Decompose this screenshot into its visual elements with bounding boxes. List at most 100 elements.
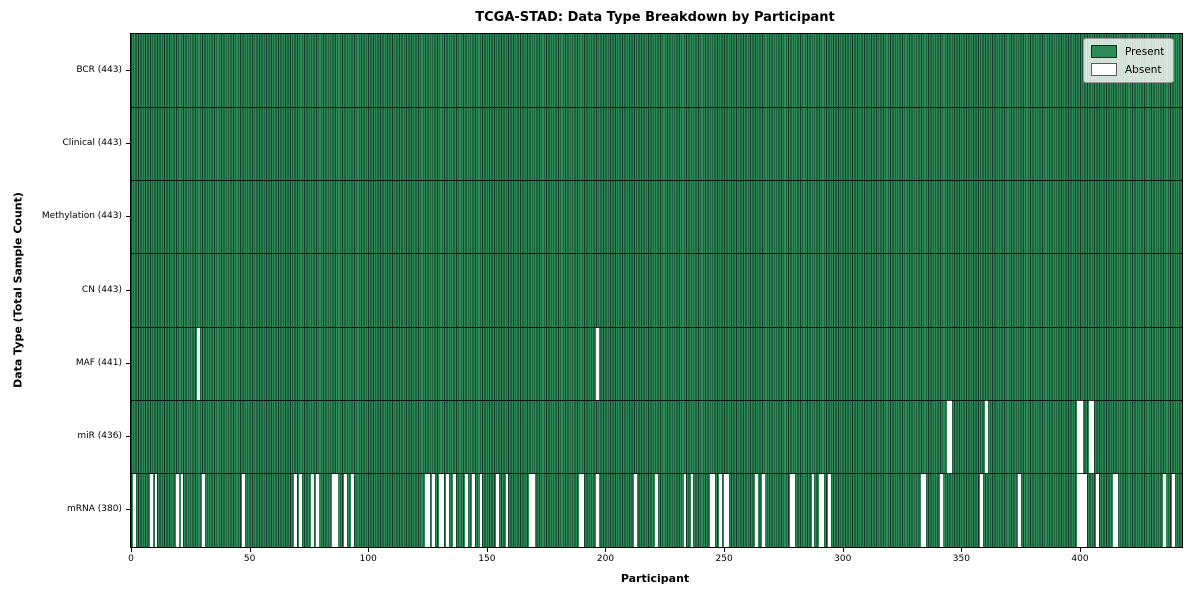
row-separator bbox=[131, 326, 1182, 328]
heatmap-row-clinical bbox=[131, 107, 1182, 180]
x-tick-mark bbox=[1079, 548, 1081, 552]
absent-mark bbox=[1091, 400, 1095, 474]
y-tick-label: BCR (443) bbox=[76, 64, 122, 75]
absent-mark bbox=[465, 473, 469, 547]
y-tick-mark bbox=[126, 216, 130, 218]
absent-mark bbox=[351, 473, 355, 547]
absent-mark bbox=[1089, 400, 1093, 474]
y-tick-label: miR (436) bbox=[77, 431, 122, 442]
absent-mark bbox=[1018, 473, 1021, 547]
absent-mark bbox=[472, 473, 476, 547]
absent-mark bbox=[712, 473, 715, 547]
y-tick-mark bbox=[126, 142, 130, 144]
absent-mark bbox=[294, 473, 298, 547]
absent-mark bbox=[723, 473, 727, 547]
absent-mark bbox=[1115, 473, 1119, 547]
absent-mark bbox=[315, 473, 319, 547]
absent-mark bbox=[939, 473, 943, 547]
absent-mark bbox=[446, 473, 450, 547]
x-tick-label: 400 bbox=[1071, 554, 1089, 564]
x-tick-label: 0 bbox=[128, 554, 134, 564]
y-tick-mark bbox=[126, 509, 130, 511]
absent-mark bbox=[828, 473, 832, 547]
y-tick-label: CN (443) bbox=[81, 284, 122, 295]
absent-mark bbox=[505, 473, 509, 547]
absent-mark bbox=[1077, 400, 1081, 474]
y-tick-mark bbox=[126, 69, 130, 71]
heatmap-row-mrna bbox=[131, 473, 1182, 547]
absent-mark bbox=[709, 473, 713, 547]
absent-mark bbox=[133, 473, 136, 547]
absent-mark bbox=[242, 473, 246, 547]
absent-mark bbox=[1084, 473, 1088, 547]
x-tick-mark bbox=[368, 548, 370, 552]
absent-mark bbox=[154, 473, 158, 547]
x-tick-mark bbox=[842, 548, 844, 552]
absent-mark bbox=[332, 473, 336, 547]
absent-mark bbox=[726, 473, 730, 547]
absent-mark bbox=[180, 473, 184, 547]
y-tick-label: Clinical (443) bbox=[62, 137, 122, 148]
heatmap-row-mir bbox=[131, 400, 1182, 474]
legend-item-absent: Absent bbox=[1091, 63, 1164, 76]
absent-mark bbox=[811, 473, 815, 547]
absent-mark bbox=[496, 473, 499, 547]
absent-mark bbox=[311, 473, 314, 547]
absent-mark bbox=[453, 473, 457, 547]
absent-mark bbox=[821, 473, 824, 547]
absent-mark bbox=[949, 400, 953, 474]
y-tick-label: Methylation (443) bbox=[41, 211, 122, 222]
absent-mark bbox=[818, 473, 822, 547]
absent-mark bbox=[980, 473, 983, 547]
y-tick-label: MAF (441) bbox=[75, 357, 122, 368]
absent-mark bbox=[690, 473, 694, 547]
absent-mark bbox=[984, 400, 988, 474]
absent-mark bbox=[1096, 473, 1100, 547]
absent-mark bbox=[529, 473, 533, 547]
absent-mark bbox=[579, 473, 582, 547]
absent-mark bbox=[427, 473, 431, 547]
x-tick-label: 300 bbox=[834, 554, 852, 564]
absent-mark bbox=[754, 473, 758, 547]
row-separator bbox=[131, 399, 1182, 401]
heatmap-row-bcr bbox=[131, 34, 1182, 107]
y-tick-mark bbox=[126, 289, 130, 291]
x-axis-label: Participant bbox=[620, 572, 690, 585]
absent-mark bbox=[531, 473, 535, 547]
absent-mark bbox=[1079, 400, 1083, 474]
absent-mark bbox=[441, 473, 445, 547]
absent-mark bbox=[334, 473, 338, 547]
x-tick-label: 350 bbox=[952, 554, 970, 564]
absent-mark bbox=[655, 473, 658, 547]
absent-mark bbox=[581, 473, 585, 547]
x-tick-mark bbox=[605, 548, 607, 552]
absent-mark bbox=[175, 473, 179, 547]
legend-item-present: Present bbox=[1091, 45, 1164, 58]
y-tick-mark bbox=[126, 436, 130, 438]
absent-mark bbox=[439, 473, 442, 547]
y-tick-label: mRNA (380) bbox=[67, 504, 122, 515]
row-separator bbox=[131, 180, 1182, 182]
absent-mark bbox=[424, 473, 428, 547]
absent-mark bbox=[299, 473, 302, 547]
absent-mark bbox=[633, 473, 637, 547]
absent-mark bbox=[197, 327, 200, 401]
x-tick-mark bbox=[486, 548, 488, 552]
absent-mark bbox=[1082, 473, 1085, 547]
absent-mark bbox=[595, 327, 599, 401]
x-tick-label: 200 bbox=[596, 554, 615, 564]
x-tick-mark bbox=[249, 548, 251, 552]
absent-mark bbox=[946, 400, 950, 474]
heatmap-row-maf bbox=[131, 327, 1182, 401]
absent-mark bbox=[920, 473, 924, 547]
absent-mark bbox=[1162, 473, 1166, 547]
row-separator bbox=[131, 253, 1182, 255]
legend-label-present: Present bbox=[1125, 45, 1165, 58]
y-tick-mark bbox=[126, 362, 130, 364]
absent-mark bbox=[792, 473, 796, 547]
absent-mark bbox=[1112, 473, 1116, 547]
absent-mark bbox=[432, 473, 435, 547]
absent-mark bbox=[1077, 473, 1081, 547]
absent-mark bbox=[1172, 473, 1176, 547]
